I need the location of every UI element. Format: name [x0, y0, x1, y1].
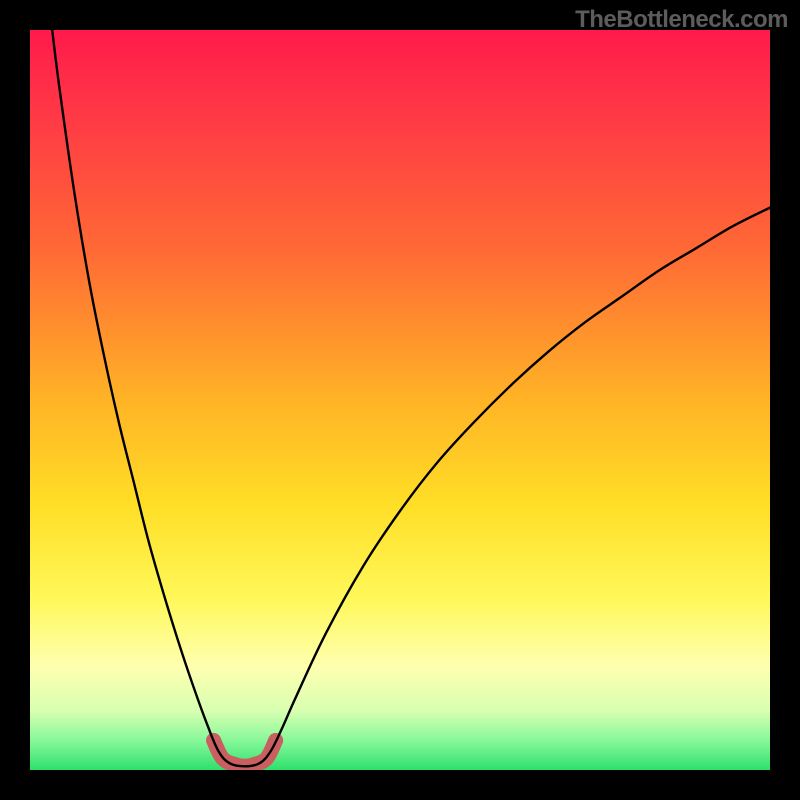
- watermark-label: TheBottleneck.com: [575, 6, 788, 34]
- chart-container: TheBottleneck.com: [0, 0, 800, 800]
- plot-background: [30, 30, 770, 770]
- bottleneck-curve-chart: [0, 0, 800, 800]
